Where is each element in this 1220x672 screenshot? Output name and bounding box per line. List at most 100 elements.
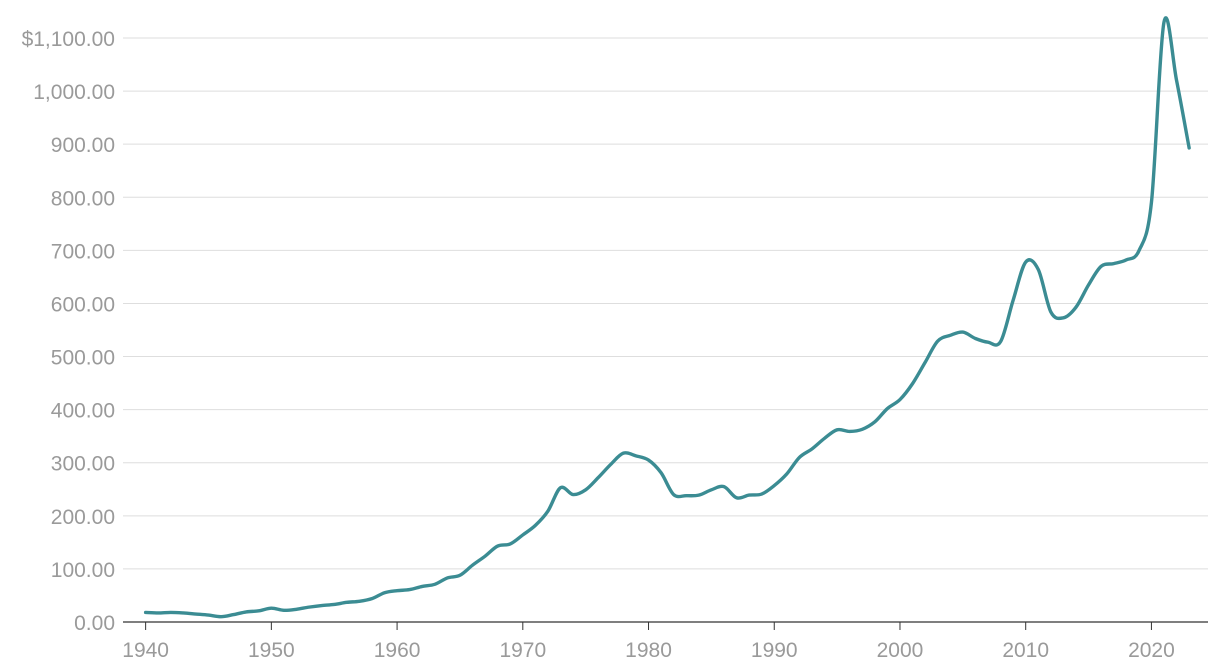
y-tick-label: 900.00: [51, 134, 115, 157]
data-point-2001: [911, 382, 915, 386]
x-tick-label: 1940: [122, 639, 169, 662]
data-point-1953: [307, 605, 311, 609]
data-point-1960: [395, 589, 399, 593]
data-point-2009: [1011, 298, 1015, 302]
data-point-1974: [571, 493, 575, 497]
y-axis-tick-labels: 0.00 100.00 200.00 300.00 400.00 500.00 600.00…: [22, 28, 115, 635]
x-tick-label: 1980: [625, 639, 672, 662]
data-point-1980: [647, 458, 651, 462]
data-point-2023: [1187, 146, 1191, 150]
data-point-1946: [219, 615, 223, 619]
data-point-2020: [1149, 201, 1153, 205]
data-point-1964: [445, 576, 449, 580]
data-point-1954: [320, 604, 324, 608]
data-point-1983: [684, 494, 688, 498]
data-point-1956: [345, 600, 349, 604]
data-point-1979: [634, 454, 638, 458]
data-point-1958: [370, 597, 374, 601]
data-point-1943: [181, 611, 185, 615]
data-point-1977: [609, 462, 613, 466]
x-axis: 1940 1950 1960 1970 1980 1990 2000 2010 2020: [122, 621, 1208, 662]
data-point-1973: [559, 486, 563, 490]
data-point-1978: [621, 451, 625, 455]
data-point-1945: [206, 613, 210, 617]
y-tick-label: 500.00: [51, 347, 115, 370]
data-point-2018: [1124, 258, 1128, 262]
y-tick-label: 1,000.00: [33, 81, 115, 104]
data-point-2002: [923, 360, 927, 364]
y-tick-label: 100.00: [51, 559, 115, 582]
data-point-2006: [973, 336, 977, 340]
data-point-1985: [709, 488, 713, 492]
data-point-1996: [848, 429, 852, 433]
data-point-2016: [1099, 264, 1103, 268]
data-point-2007: [986, 340, 990, 344]
data-point-1941: [156, 611, 160, 615]
x-tick-label: 2010: [1002, 639, 1049, 662]
data-point-2000: [898, 398, 902, 402]
y-tick-label: 600.00: [51, 293, 115, 316]
data-point-1981: [659, 471, 663, 475]
data-point-1976: [596, 476, 600, 480]
data-point-1948: [244, 610, 248, 614]
data-point-1949: [257, 609, 261, 613]
data-point-2019: [1137, 249, 1141, 253]
data-point-1998: [873, 420, 877, 424]
x-tick-label: 1970: [499, 639, 546, 662]
data-point-1957: [357, 599, 361, 603]
data-point-1965: [458, 573, 462, 577]
data-point-1999: [885, 407, 889, 411]
data-point-1962: [420, 584, 424, 588]
data-point-1986: [722, 485, 726, 489]
data-point-1947: [232, 613, 236, 617]
data-point-2008: [999, 340, 1003, 344]
series-layer: [143, 16, 1191, 619]
data-point-1975: [584, 488, 588, 492]
data-point-2021: [1162, 20, 1166, 24]
y-tick-label: 400.00: [51, 400, 115, 423]
data-point-1942: [169, 610, 173, 614]
y-tick-label: $1,100.00: [22, 28, 115, 51]
gridlines: [123, 37, 1208, 570]
y-tick-label: 800.00: [51, 187, 115, 210]
data-point-1966: [471, 563, 475, 567]
data-point-1950: [269, 606, 273, 610]
series-line-0: [143, 16, 1191, 619]
data-point-1970: [521, 533, 525, 537]
data-point-1951: [282, 608, 286, 612]
data-point-1995: [835, 428, 839, 432]
data-point-1991: [785, 472, 789, 476]
data-point-1940: [144, 610, 148, 614]
data-point-1972: [546, 509, 550, 513]
y-tick-label: 700.00: [51, 240, 115, 263]
data-point-1955: [332, 602, 336, 606]
x-tick-label: 1990: [751, 639, 798, 662]
data-point-1984: [697, 493, 701, 497]
data-point-2005: [961, 330, 965, 334]
y-tick-label: 200.00: [51, 506, 115, 529]
data-point-1982: [672, 493, 676, 497]
data-point-1969: [508, 542, 512, 546]
data-point-1963: [433, 582, 437, 586]
data-point-2012: [1049, 310, 1053, 314]
data-point-1961: [408, 588, 412, 592]
data-point-1992: [797, 455, 801, 459]
data-point-1993: [810, 447, 814, 451]
data-point-1971: [533, 523, 537, 527]
data-point-2014: [1074, 305, 1078, 309]
data-point-2013: [1061, 316, 1065, 320]
data-point-1959: [383, 591, 387, 595]
y-tick-label: 300.00: [51, 453, 115, 476]
data-point-1997: [860, 427, 864, 431]
data-point-2003: [936, 339, 940, 343]
y-tick-label: 0.00: [74, 612, 115, 635]
data-point-1990: [772, 484, 776, 488]
data-point-1989: [760, 492, 764, 496]
x-tick-label: 2020: [1128, 639, 1175, 662]
data-point-2010: [1024, 260, 1028, 264]
data-point-1944: [194, 612, 198, 616]
data-point-2022: [1175, 78, 1179, 82]
data-point-1994: [823, 436, 827, 440]
